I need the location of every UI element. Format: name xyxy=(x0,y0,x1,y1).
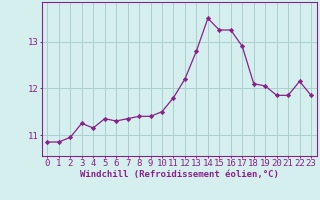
X-axis label: Windchill (Refroidissement éolien,°C): Windchill (Refroidissement éolien,°C) xyxy=(80,170,279,179)
